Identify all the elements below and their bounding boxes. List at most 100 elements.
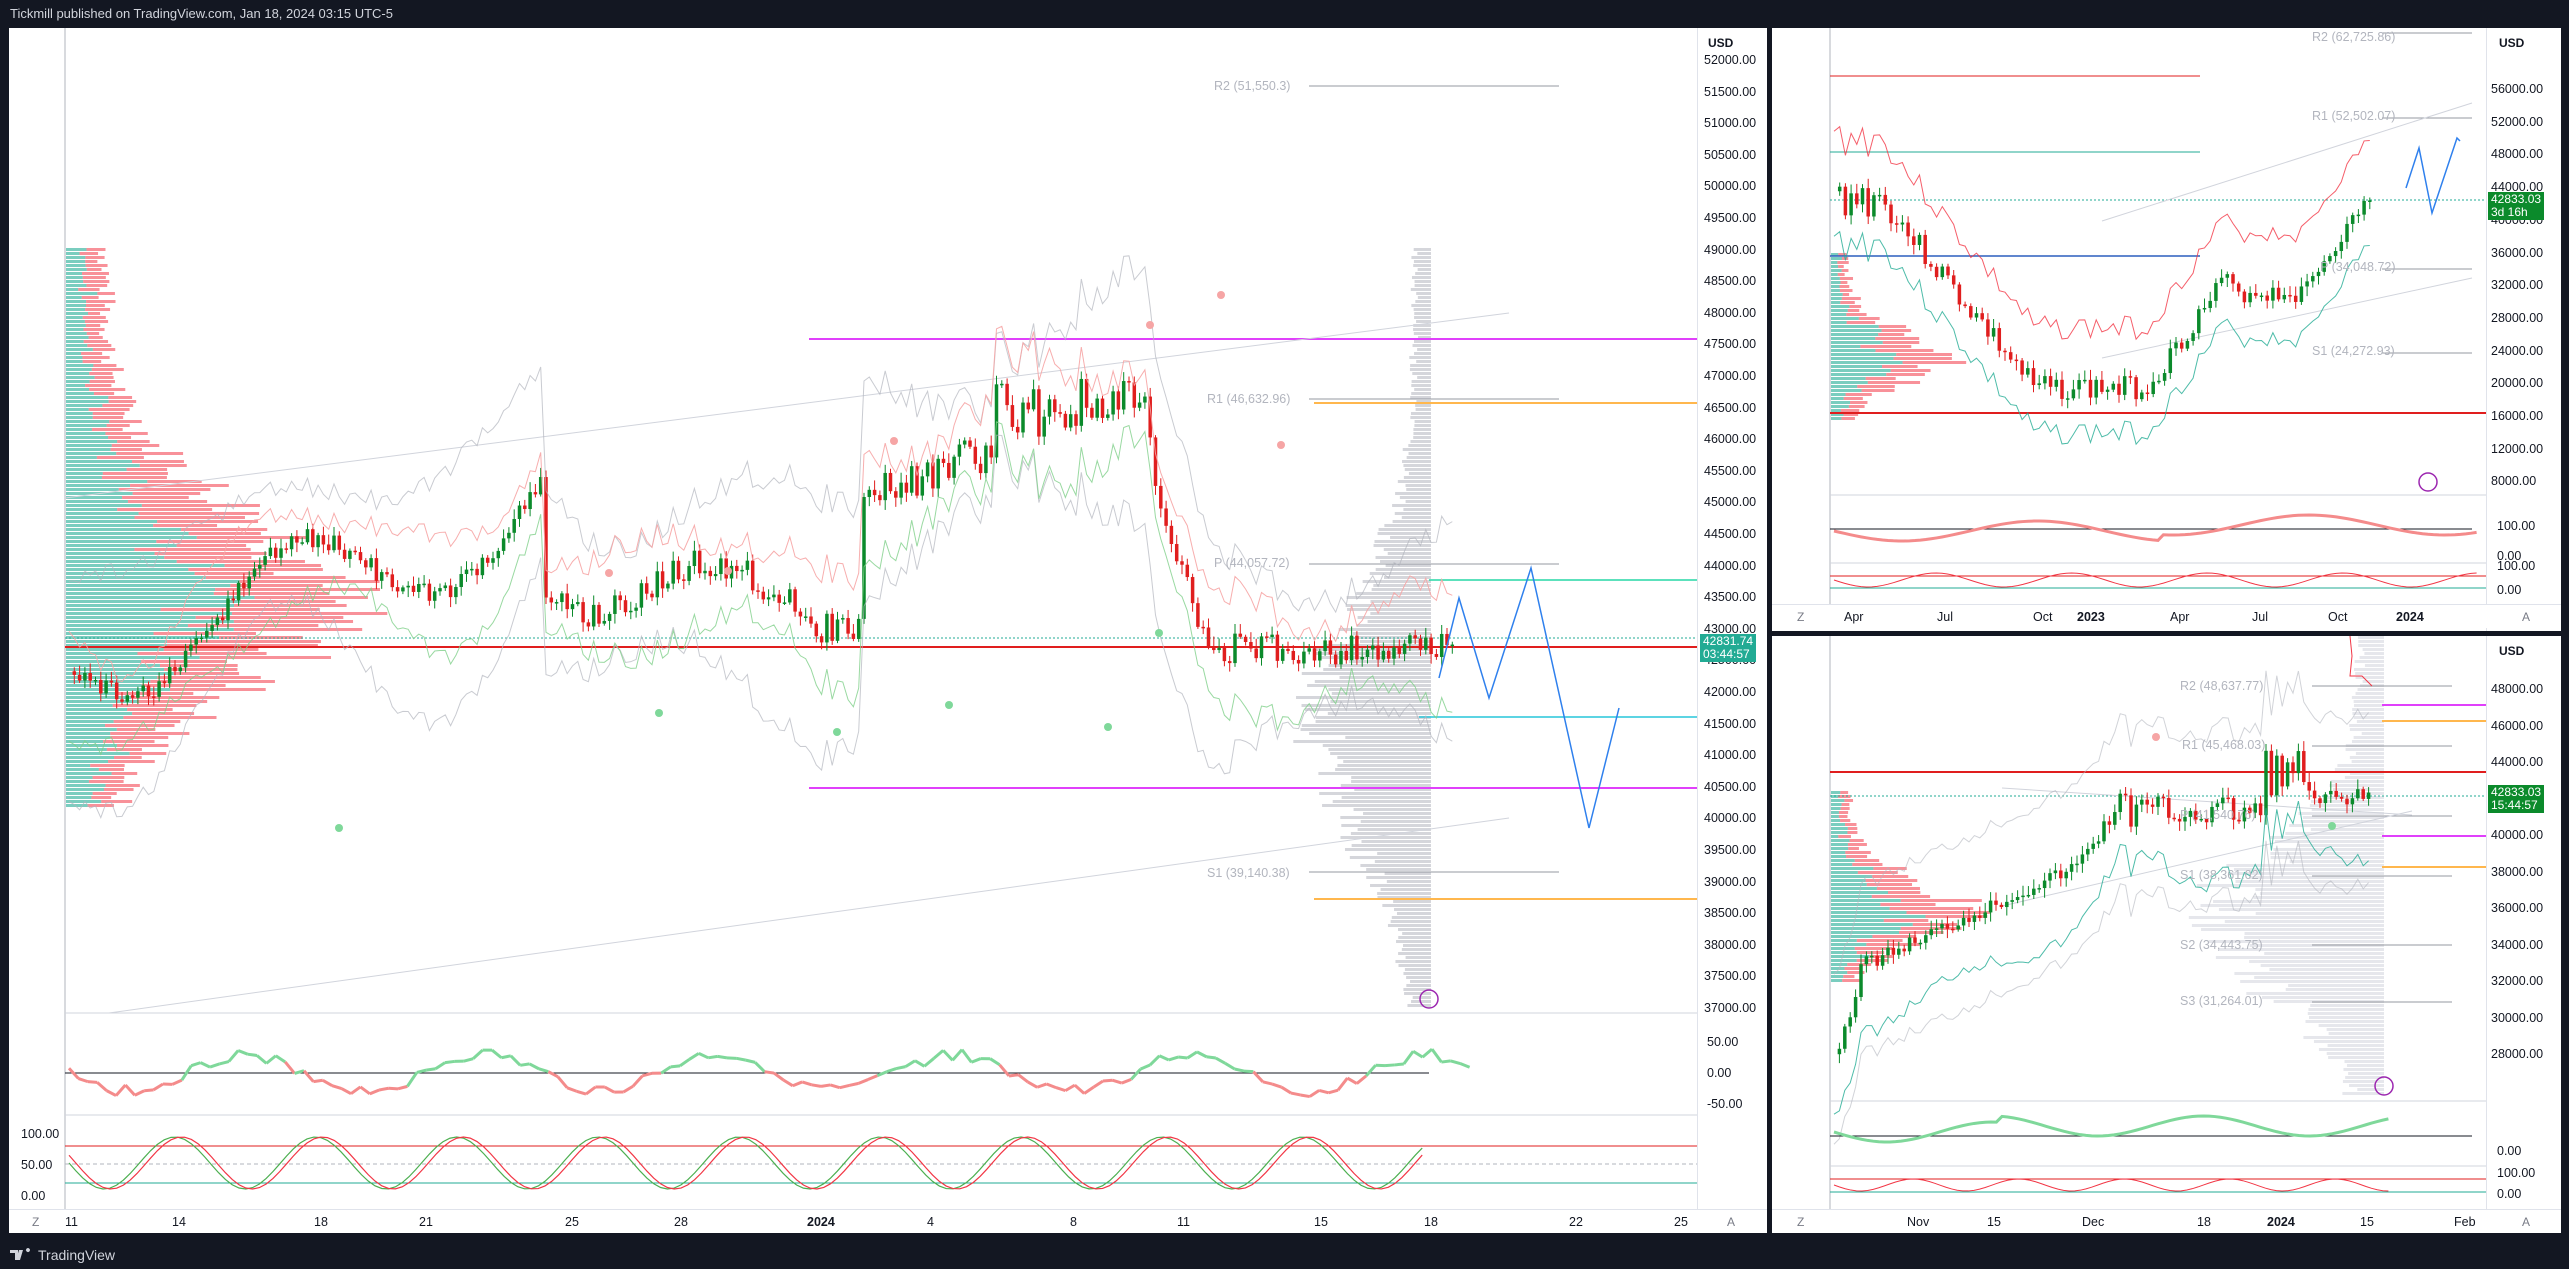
main-candle <box>1386 650 1391 659</box>
daily-candle <box>1880 955 1885 966</box>
main-candle <box>1068 414 1073 428</box>
main-volume-profile-left <box>66 752 130 755</box>
main-candle <box>1026 402 1031 410</box>
main-candle <box>814 623 819 637</box>
main-volume-profile-right <box>1403 464 1431 467</box>
main-volume-profile-left <box>176 560 305 563</box>
weekly-corner-left[interactable]: Z <box>1797 610 1805 624</box>
main-chart-canvas[interactable] <box>9 28 1767 1233</box>
main-volume-profile-left <box>92 792 117 795</box>
main-rsi-line <box>331 1084 343 1090</box>
daily-volume-profile-right <box>2356 720 2384 723</box>
main-psar-dot <box>1277 441 1285 449</box>
daily-volume-profile-right <box>2302 816 2384 819</box>
weekly-countdown: 3d 16h <box>2491 205 2528 219</box>
main-candle <box>570 604 575 610</box>
main-candle <box>703 570 707 574</box>
daily-currency-label[interactable]: USD <box>2499 644 2525 658</box>
daily-candle <box>1940 924 1944 929</box>
daily-chart-pane[interactable]: USD 48000.0046000.0044000.0042000.004000… <box>1772 636 2561 1233</box>
main-candle <box>114 682 119 700</box>
weekly-candle <box>2145 392 2150 395</box>
main-rsi-line <box>1008 1073 1019 1078</box>
main-candle <box>507 532 511 539</box>
daily-candle <box>2086 848 2090 855</box>
daily-price-axis[interactable]: USD 48000.0046000.0044000.0042000.004000… <box>2486 636 2561 1233</box>
main-volume-profile-left <box>66 804 88 807</box>
main-volume-profile-left <box>88 780 124 783</box>
main-volume-profile-right <box>1411 256 1431 259</box>
main-volume-profile-left <box>66 384 86 387</box>
daily-chart-canvas[interactable] <box>1772 636 2561 1233</box>
main-time-axis[interactable]: Z 11 14 18 21 25 28 2024 4 8 11 15 18 22 25 A <box>9 1209 1767 1233</box>
main-corner-left[interactable]: Z <box>32 1215 40 1229</box>
daily-volume-profile <box>1831 895 1872 898</box>
main-volume-profile-right <box>1363 812 1431 815</box>
main-volume-profile-right <box>1385 564 1431 567</box>
weekly-candle <box>2151 381 2155 395</box>
weekly-corner-right[interactable]: A <box>2522 610 2531 624</box>
main-chart-pane[interactable]: USD 52000.00 51500.00 51000.00 50500.00 5000… <box>9 28 1767 1233</box>
weekly-time-axis[interactable]: Z Apr Jul Oct 2023 Apr Jul Oct 2024 A <box>1772 604 2561 628</box>
tradingview-logo[interactable]: TradingView <box>10 1247 115 1263</box>
weekly-chart-canvas[interactable] <box>1772 28 2561 631</box>
daily-volume-profile <box>1876 887 1920 890</box>
main-price-label: 50000.00 <box>1704 179 1757 194</box>
weekly-chart-pane[interactable]: USD 56000.0052000.0048000.0044000.004000… <box>1772 28 2561 631</box>
main-volume-profile-left <box>83 340 109 343</box>
weekly-osc-label: 0.00 <box>2497 583 2522 597</box>
main-volume-profile-left <box>82 316 106 319</box>
main-candle <box>104 680 108 694</box>
main-volume-profile-right <box>1390 536 1431 539</box>
main-candle <box>279 548 283 558</box>
main-candle <box>173 667 177 672</box>
weekly-lightning-icon <box>2418 472 2438 492</box>
daily-volume-profile <box>1849 839 1864 842</box>
daily-candle <box>2339 796 2344 799</box>
weekly-currency-label[interactable]: USD <box>2499 36 2525 50</box>
main-candle <box>1227 661 1232 664</box>
main-volume-profile-left <box>66 564 225 567</box>
main-currency-label[interactable]: USD <box>1708 36 1734 50</box>
main-volume-profile-right <box>1346 596 1431 599</box>
main-candle <box>872 489 877 496</box>
main-volume-profile-left <box>86 268 102 271</box>
main-volume-profile-right <box>1402 460 1431 463</box>
daily-time-axis[interactable]: Z Nov 15 Dec 18 2024 15 Feb A <box>1772 1209 2561 1233</box>
daily-volume-profile <box>1872 935 1917 938</box>
main-volume-profile-left <box>163 648 259 651</box>
daily-candle <box>2269 750 2274 796</box>
weekly-price-axis[interactable]: USD 56000.0052000.0048000.0044000.004000… <box>2486 28 2561 631</box>
main-volume-profile-left <box>66 720 114 723</box>
main-volume-profile-right <box>1300 728 1431 731</box>
publish-header: Tickmill published on TradingView.com, J… <box>10 6 393 21</box>
weekly-volume-profile <box>1842 293 1850 296</box>
daily-candle <box>2064 871 2068 879</box>
main-corner-right[interactable]: A <box>1727 1215 1736 1229</box>
main-price-label: 43500.00 <box>1704 590 1757 605</box>
daily-corner-right[interactable]: A <box>2522 1215 2531 1229</box>
daily-volume-profile-right <box>2200 904 2384 907</box>
main-volume-profile-left <box>66 340 84 343</box>
daily-price-label: 40000.00 <box>2491 828 2544 842</box>
main-candle <box>989 445 993 458</box>
main-price-label: 45000.00 <box>1704 495 1757 510</box>
daily-volume-profile-right <box>2260 964 2384 967</box>
main-candle <box>210 625 214 631</box>
daily-volume-profile-right <box>2196 884 2384 887</box>
daily-corner-left[interactable]: Z <box>1797 1215 1805 1229</box>
daily-osc-label: 0.00 <box>2497 1187 2522 1201</box>
main-volume-profile-left <box>66 484 131 487</box>
main-rsi-line <box>144 1088 154 1093</box>
main-cloud-red <box>68 325 1453 683</box>
main-volume-profile-left <box>169 688 266 691</box>
daily-volume-profile-right <box>2349 772 2384 775</box>
main-volume-profile-left <box>109 420 142 423</box>
main-price-axis[interactable]: USD 52000.00 51500.00 51000.00 50500.00 5000… <box>1697 28 1767 1233</box>
main-time-label: 25 <box>565 1215 579 1229</box>
main-candle <box>1206 627 1211 647</box>
main-candle <box>586 622 591 627</box>
main-rsi-line <box>67 1067 80 1080</box>
daily-volume-profile-right <box>2269 968 2384 971</box>
daily-volume-profile-right <box>2329 784 2384 787</box>
